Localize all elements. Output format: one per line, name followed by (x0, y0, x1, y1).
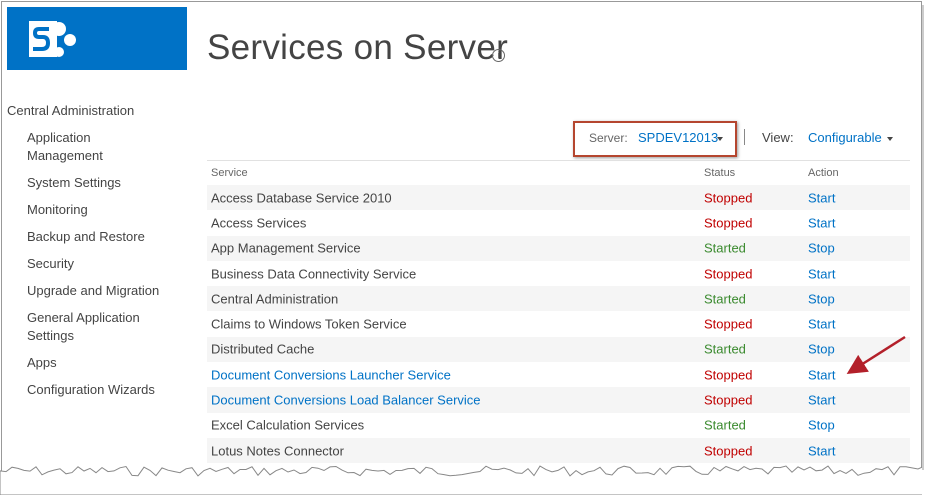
logo-icon (29, 21, 76, 57)
nav-link[interactable]: Apps (27, 355, 57, 370)
service-name: Excel Calculation Services (211, 417, 365, 433)
nav-link[interactable]: Monitoring (27, 202, 88, 217)
nav-list: Application Management System Settings Mon… (27, 129, 169, 399)
table-row: Excel Calculation Services Started Stop (207, 413, 910, 438)
action-link[interactable]: Start (808, 266, 836, 282)
action-link[interactable]: Stop (808, 291, 835, 307)
server-label: Server: (589, 131, 628, 145)
nav-link[interactable]: Application Management (27, 130, 103, 163)
action-link[interactable]: Stop (808, 417, 835, 433)
nav-link[interactable]: Upgrade and Migration (27, 283, 160, 298)
table-row: Document Conversions Load Balancer Servi… (207, 387, 910, 413)
table-row: Access Services Stopped Start (207, 210, 910, 235)
service-name: Central Administration (211, 291, 339, 307)
status: Started (704, 417, 746, 433)
service-name: Lotus Notes Connector (211, 443, 344, 459)
page-title: Services on Server (207, 28, 509, 67)
torn-edge (0, 465, 929, 495)
column-header: Service (211, 167, 248, 179)
services-table: Service Status Action Access Database Servi… (207, 160, 910, 464)
service-name: Business Data Connectivity Service (211, 266, 417, 282)
service-name: Distributed Cache (211, 341, 315, 357)
table-header: Service Status Action (207, 161, 910, 185)
table-row: App Management Service Started Stop (207, 235, 910, 261)
status: Started (704, 341, 746, 357)
service-name: Claims to Windows Token Service (211, 316, 407, 332)
info-icon[interactable]: i (492, 49, 505, 62)
status: Stopped (704, 215, 753, 231)
logo (7, 7, 187, 70)
status: Stopped (704, 443, 753, 459)
service-name[interactable]: Document Conversions Launcher Service (211, 367, 451, 383)
action-link[interactable]: Start (808, 215, 836, 231)
status: Started (704, 240, 746, 256)
nav-link[interactable]: Backup and Restore (27, 229, 145, 244)
table-row: Business Data Connectivity Service Stoppe… (207, 261, 910, 286)
action-link[interactable]: Start (808, 392, 836, 408)
table-row: Central Administration Started Stop (207, 286, 910, 312)
column-header: Action (808, 167, 839, 179)
table-row: Access Database Service 2010 Stopped Start (207, 185, 910, 211)
status: Stopped (704, 190, 753, 206)
margin (922, 0, 929, 495)
status: Started (704, 291, 746, 307)
nav-link[interactable]: Configuration Wizards (27, 382, 155, 397)
table-body: Access Database Service 2010 Stopped Start… (207, 185, 910, 464)
nav-link[interactable]: System Settings (27, 175, 121, 190)
server-dropdown[interactable]: SPDEV12013 (638, 130, 719, 145)
table-row: Claims to Windows Token Service Stopped St… (207, 311, 910, 336)
action-link[interactable]: Start (808, 316, 836, 332)
nav-heading[interactable]: Central Administration (7, 103, 135, 118)
action-link[interactable]: Start (808, 443, 836, 459)
column-header: Status (704, 167, 736, 179)
action-link[interactable]: Start (808, 367, 836, 383)
status: Stopped (704, 367, 753, 383)
status: Stopped (704, 266, 753, 282)
table-row: Document Conversions Launcher Service Sto… (207, 362, 910, 387)
view-dropdown[interactable]: Configurable (808, 130, 882, 145)
view-label: View: (762, 130, 794, 145)
service-name: Access Services (211, 215, 307, 231)
nav-link[interactable]: Security (27, 256, 74, 271)
dropdown-caret (717, 137, 723, 141)
action-link[interactable]: Stop (808, 240, 835, 256)
nav-link[interactable]: General Application Settings (27, 310, 140, 343)
service-name: App Management Service (211, 240, 361, 256)
status: Stopped (704, 392, 753, 408)
status: Stopped (704, 316, 753, 332)
service-name[interactable]: Document Conversions Load Balancer Servi… (211, 392, 481, 408)
action-link[interactable]: Stop (808, 341, 835, 357)
table-row: Lotus Notes Connector Stopped Start (207, 437, 910, 464)
action-link[interactable]: Start (808, 190, 836, 206)
service-name: Access Database Service 2010 (211, 190, 392, 206)
dropdown-caret (887, 137, 893, 141)
table-row: Distributed Cache Started Stop (207, 336, 910, 363)
separator (744, 129, 745, 145)
